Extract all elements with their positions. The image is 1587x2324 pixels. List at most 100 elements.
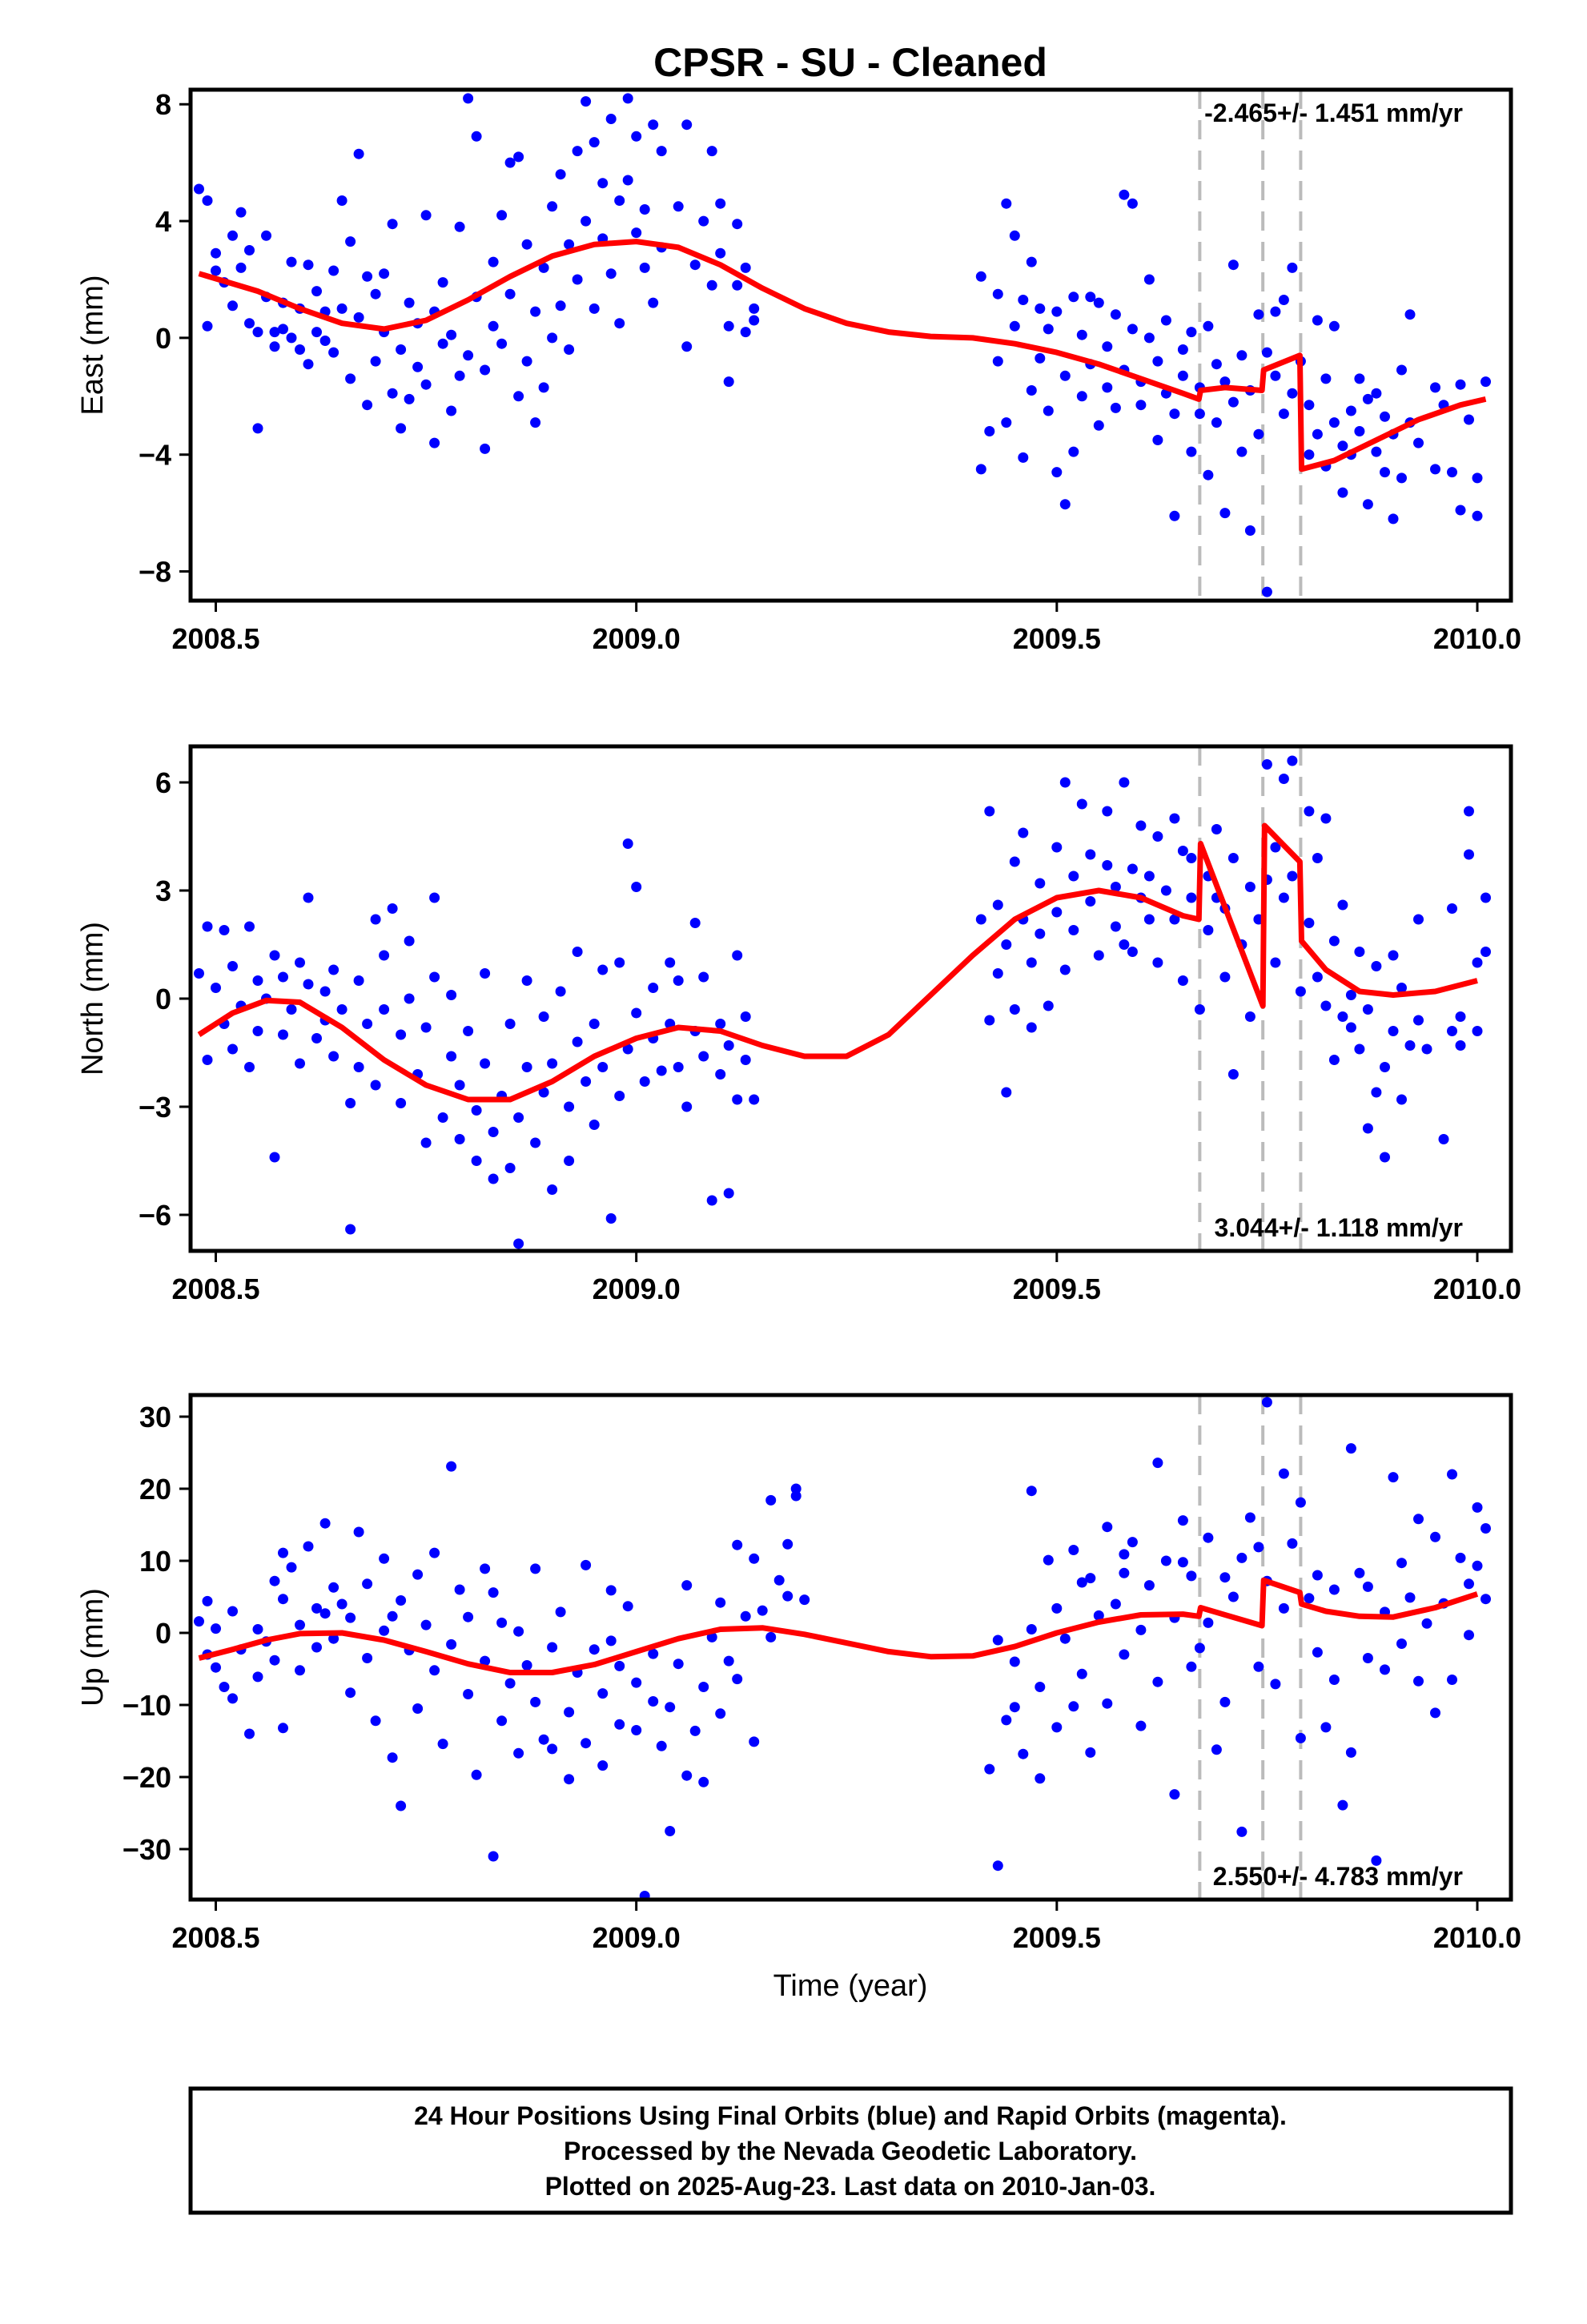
north-point-9: [244, 921, 255, 932]
footer-line-2: Processed by the Nevada Geodetic Laborat…: [564, 2137, 1137, 2165]
east-point-150: [1076, 329, 1087, 340]
up-point-128: [1085, 1573, 1096, 1584]
north-point-83: [614, 1091, 625, 1101]
east-point-0: [194, 183, 204, 195]
north-point-22: [303, 892, 314, 903]
east-point-132: [1001, 198, 1012, 209]
north-point-184: [1320, 1000, 1332, 1011]
up-point-70: [581, 1738, 592, 1749]
north-point-172: [1270, 842, 1281, 853]
east-point-71: [496, 338, 508, 349]
east-points: [194, 93, 1491, 597]
north-point-46: [429, 892, 440, 903]
north-point-110: [740, 1055, 751, 1065]
up-point-77: [622, 1601, 633, 1612]
north-point-85: [622, 838, 633, 849]
up-point-168: [1304, 1593, 1315, 1604]
north-point-137: [1093, 950, 1104, 961]
north-point-167: [1244, 882, 1256, 892]
up-point-123: [1051, 1602, 1063, 1614]
east-point-32: [336, 195, 348, 206]
east-point-66: [480, 364, 491, 376]
north-point-82: [605, 1213, 617, 1224]
north-points: [194, 755, 1491, 1249]
up-point-86: [673, 1659, 684, 1670]
east-point-90: [581, 96, 592, 107]
east-point-229: [1413, 437, 1424, 448]
up-point-57: [513, 1747, 524, 1759]
east-point-39: [362, 400, 373, 411]
up-point-76: [614, 1660, 625, 1671]
east-point-73: [504, 288, 516, 300]
up-point-55: [496, 1617, 508, 1628]
east-point-168: [1152, 435, 1163, 445]
north-point-175: [1278, 892, 1289, 903]
up-point-46: [446, 1638, 457, 1650]
east-point-70: [496, 210, 508, 221]
north-point-2: [202, 1055, 213, 1065]
north-point-206: [1447, 1026, 1457, 1036]
north-point-65: [521, 1062, 532, 1072]
east-point-182: [1211, 417, 1222, 428]
north-frame: [188, 744, 1513, 1253]
east-point-141: [1035, 303, 1046, 314]
east-point-63: [463, 350, 474, 361]
up-ytick-label-0: −30: [123, 1833, 171, 1866]
north-point-81: [597, 1062, 609, 1072]
up-point-111: [992, 1634, 1003, 1646]
north-point-35: [370, 1080, 381, 1091]
north-point-114: [984, 806, 995, 817]
east-point-217: [1362, 499, 1373, 510]
east-point-174: [1177, 344, 1188, 355]
up-point-139: [1143, 1580, 1155, 1591]
up-point-184: [1396, 1558, 1407, 1569]
north-point-105: [723, 1040, 734, 1051]
north-point-36: [379, 950, 390, 961]
north-point-144: [1127, 863, 1138, 875]
east-point-120: [723, 376, 734, 388]
north-point-147: [1143, 914, 1155, 925]
up-point-24: [328, 1582, 339, 1593]
north-point-219: [1127, 947, 1138, 957]
east-point-187: [1227, 396, 1239, 408]
up-point-32: [370, 1715, 381, 1727]
north-point-136: [1085, 849, 1096, 860]
up-point-29: [353, 1526, 364, 1538]
up-point-138: [1135, 1624, 1147, 1635]
east-point-222: [1380, 411, 1390, 422]
east-point-164: [1135, 400, 1147, 411]
east-point-27: [311, 286, 322, 297]
north-point-102: [706, 1195, 717, 1206]
east-point-56: [437, 338, 448, 349]
up-point-104: [773, 1574, 785, 1586]
up-point-155: [1236, 1826, 1248, 1837]
up-point-115: [1009, 1702, 1020, 1713]
east-point-17: [269, 341, 280, 352]
east-point-184: [1219, 508, 1231, 519]
east-point-37: [353, 312, 364, 323]
east-point-77: [521, 356, 532, 367]
east-point-116: [706, 279, 717, 291]
east-point-72: [504, 157, 516, 168]
north-point-139: [1102, 806, 1113, 817]
north-point-64: [513, 1112, 524, 1123]
east-point-185: [1219, 376, 1231, 388]
north-point-84: [614, 957, 625, 968]
north-point-163: [1219, 971, 1231, 983]
north-point-41: [404, 993, 415, 1004]
up-point-40: [412, 1703, 424, 1714]
up-point-194: [1447, 1675, 1457, 1685]
up-point-4: [211, 1623, 221, 1634]
up-point-154: [1227, 1591, 1239, 1602]
up-point-176: [1345, 1747, 1356, 1758]
up-point-87: [681, 1770, 693, 1781]
north-point-126: [1035, 928, 1046, 939]
up-point-98: [740, 1610, 751, 1622]
north-point-80: [597, 964, 609, 975]
north-point-48: [437, 1112, 448, 1123]
north-point-73: [564, 1101, 575, 1112]
north-ytick-label-2: 0: [155, 983, 171, 1015]
up-point-44: [437, 1739, 448, 1750]
up-point-114: [1009, 1656, 1020, 1667]
up-point-164: [1278, 1602, 1289, 1614]
